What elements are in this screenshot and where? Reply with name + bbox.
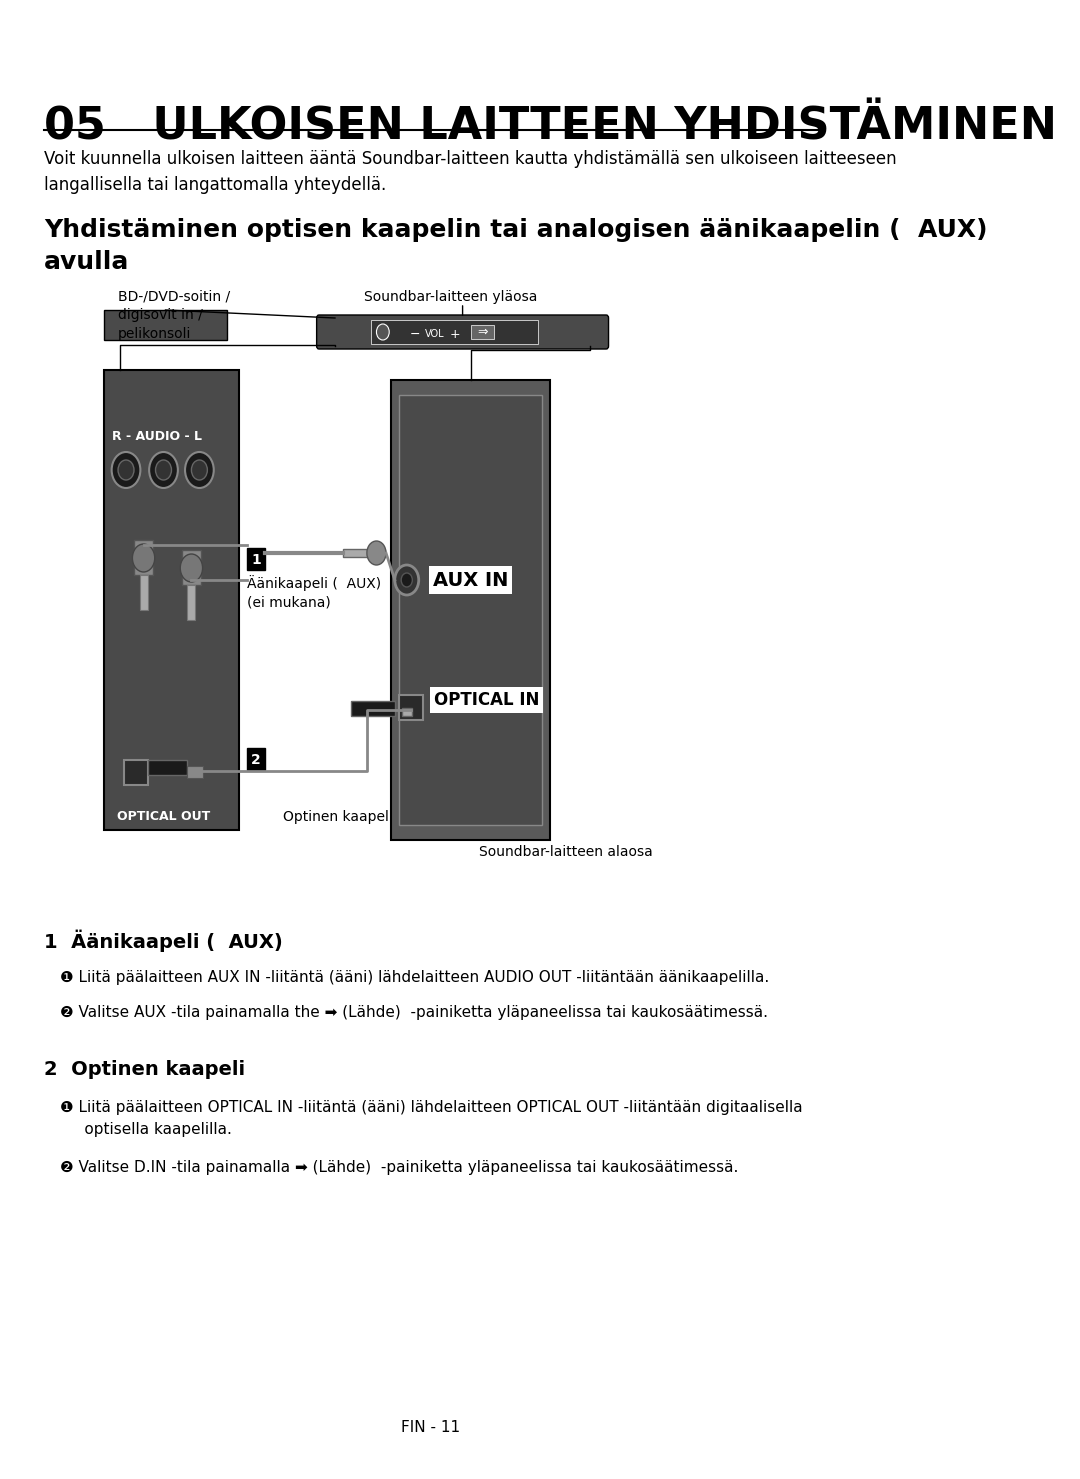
Text: AUX IN: AUX IN [433, 571, 509, 590]
Bar [402, 708, 411, 716]
Bar [399, 395, 542, 825]
Text: Optinen kaapeli: Optinen kaapeli [283, 810, 393, 824]
Text: +: + [449, 327, 460, 340]
Bar [181, 550, 201, 586]
Bar [148, 760, 188, 775]
Text: 2: 2 [252, 753, 261, 768]
FancyBboxPatch shape [316, 315, 608, 349]
Text: R - AUDIO - L: R - AUDIO - L [111, 430, 202, 444]
Bar [343, 549, 375, 558]
Bar [104, 370, 240, 830]
Circle shape [377, 324, 389, 340]
Text: ❶ Liitä päälaitteen OPTICAL IN -liitäntä (ääni) lähdelaitteen OPTICAL OUT -liitä: ❶ Liitä päälaitteen OPTICAL IN -liitäntä… [59, 1100, 802, 1137]
Circle shape [111, 453, 140, 488]
Bar [247, 549, 265, 569]
Bar [134, 540, 153, 575]
Text: ❷ Valitse AUX -tila painamalla the ➡ (Lähde)  -painiketta yläpaneelissa tai kauk: ❷ Valitse AUX -tila painamalla the ➡ (Lä… [59, 1006, 768, 1021]
Text: OPTICAL OUT: OPTICAL OUT [117, 810, 211, 822]
Text: 05   ULKOISEN LAITTEEN YHDISTÄMINEN: 05 ULKOISEN LAITTEEN YHDISTÄMINEN [44, 105, 1057, 148]
Circle shape [395, 565, 419, 595]
Circle shape [191, 460, 207, 481]
Circle shape [156, 460, 172, 481]
Text: Soundbar-laitteen yläosa: Soundbar-laitteen yläosa [364, 290, 538, 305]
Text: Äänikaapeli (  AUX)
(ei mukana): Äänikaapeli ( AUX) (ei mukana) [247, 575, 381, 609]
Bar [104, 311, 227, 340]
Circle shape [118, 460, 134, 481]
Circle shape [133, 544, 154, 572]
Bar [188, 586, 195, 620]
Text: Yhdistäminen optisen kaapelin tai analogisen äänikaapelin (  AUX)
avulla: Yhdistäminen optisen kaapelin tai analog… [44, 217, 987, 274]
Circle shape [149, 453, 178, 488]
Text: Soundbar-laitteen alaosa: Soundbar-laitteen alaosa [478, 845, 652, 859]
Bar [247, 748, 265, 771]
Text: ❷ Valitse D.IN -tila painamalla ➡ (Lähde)  -painiketta yläpaneelissa tai kaukosä: ❷ Valitse D.IN -tila painamalla ➡ (Lähde… [59, 1160, 739, 1174]
Text: 2  Optinen kaapeli: 2 Optinen kaapeli [44, 1060, 245, 1080]
Bar [391, 380, 551, 840]
Circle shape [367, 541, 386, 565]
Text: BD-/DVD-soitin /
digisovit in /
pelikonsoli: BD-/DVD-soitin / digisovit in / pelikons… [118, 290, 230, 340]
Text: −: − [409, 327, 420, 340]
Text: ❶ Liitä päälaitteen AUX IN -liitäntä (ääni) lähdelaitteen AUDIO OUT -liitäntään : ❶ Liitä päälaitteen AUX IN -liitäntä (ää… [59, 970, 769, 985]
Circle shape [185, 453, 214, 488]
Bar [351, 701, 395, 716]
Circle shape [180, 555, 203, 583]
Circle shape [401, 572, 413, 587]
Text: VOL: VOL [424, 328, 445, 339]
Text: FIN - 11: FIN - 11 [401, 1420, 460, 1435]
Bar [370, 319, 538, 345]
Bar [188, 766, 203, 778]
Bar [399, 695, 422, 720]
Bar [139, 575, 148, 609]
Text: ⇒: ⇒ [477, 325, 488, 339]
Bar [471, 325, 495, 339]
Text: 1: 1 [252, 553, 261, 566]
Text: OPTICAL IN: OPTICAL IN [434, 691, 539, 708]
Text: 1  Äänikaapeli (  AUX): 1 Äänikaapeli ( AUX) [44, 930, 283, 952]
Text: Voit kuunnella ulkoisen laitteen ääntä Soundbar-laitteen kautta yhdistämällä sen: Voit kuunnella ulkoisen laitteen ääntä S… [44, 149, 896, 194]
Bar [123, 760, 148, 785]
